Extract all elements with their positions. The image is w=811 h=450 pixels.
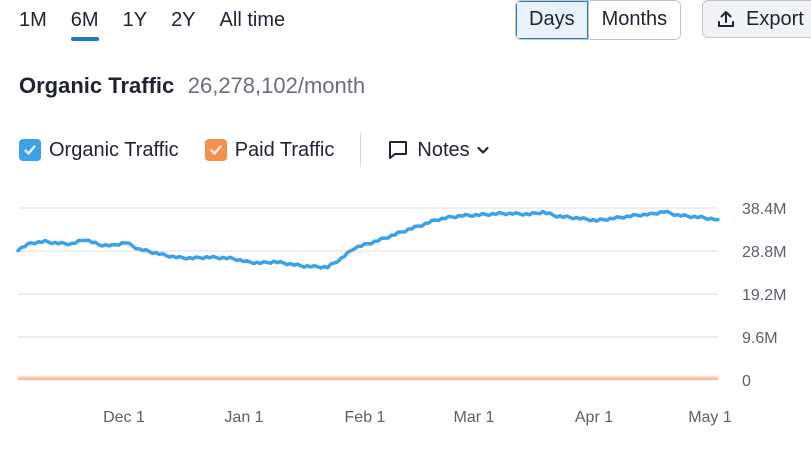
paid-traffic-area bbox=[18, 375, 718, 380]
chevron-down-icon bbox=[477, 146, 489, 154]
days-button[interactable]: Days bbox=[516, 1, 588, 39]
export-label: Export bbox=[746, 7, 804, 30]
x-tick-label: Jan 1 bbox=[224, 409, 263, 426]
months-button[interactable]: Months bbox=[587, 1, 681, 39]
metric-header: Organic Traffic 26,278,102/month bbox=[19, 73, 365, 99]
x-tick-label: Dec 1 bbox=[103, 409, 145, 426]
chart-grid bbox=[18, 207, 718, 381]
range-tab-all-time[interactable]: All time bbox=[219, 9, 286, 31]
granularity-toggle: Days Months bbox=[515, 0, 682, 40]
export-button[interactable]: Export bbox=[702, 0, 811, 38]
legend-divider bbox=[360, 133, 362, 167]
legend-paid-traffic[interactable]: Paid Traffic bbox=[204, 138, 335, 162]
legend: Organic Traffic Paid Traffic Notes bbox=[19, 133, 490, 167]
y-tick-label: 0 bbox=[742, 373, 751, 390]
range-tab-2y[interactable]: 2Y bbox=[171, 9, 196, 31]
legend-organic-traffic[interactable]: Organic Traffic bbox=[19, 139, 179, 162]
notes-dropdown[interactable]: Notes bbox=[387, 139, 489, 162]
legend-organic-label: Organic Traffic bbox=[49, 138, 179, 161]
chart-series bbox=[16, 209, 720, 380]
x-axis: Dec 1 Jan 1 Feb 1 Mar 1 Apr 1 May 1 bbox=[103, 409, 732, 426]
y-tick-label: 38.4M bbox=[742, 201, 786, 218]
organic-checkbox-icon[interactable] bbox=[19, 139, 41, 161]
y-tick-label: 28.8M bbox=[742, 244, 786, 261]
notes-label: Notes bbox=[417, 138, 470, 161]
y-tick-label: 19.2M bbox=[742, 287, 786, 304]
upload-icon bbox=[718, 11, 734, 27]
legend-paid-label: Paid Traffic bbox=[234, 138, 335, 161]
range-tabs: 1M 6M 1Y 2Y All time bbox=[19, 7, 309, 41]
x-tick-label: Apr 1 bbox=[575, 409, 613, 426]
x-tick-label: Feb 1 bbox=[345, 409, 386, 426]
range-tab-1m[interactable]: 1M bbox=[19, 9, 47, 31]
x-tick-label: Mar 1 bbox=[454, 409, 495, 426]
metric-value: 26,278,102/month bbox=[187, 73, 366, 98]
x-tick-label: May 1 bbox=[688, 409, 732, 426]
metric-title: Organic Traffic bbox=[19, 73, 175, 98]
paid-checkbox-icon[interactable] bbox=[204, 139, 227, 161]
y-tick-label: 9.6M bbox=[742, 330, 778, 347]
range-tab-1y[interactable]: 1Y bbox=[122, 9, 148, 31]
comment-icon bbox=[389, 141, 408, 159]
range-tab-6m[interactable]: 6M bbox=[70, 7, 99, 41]
traffic-chart: 38.4M 28.8M 19.2M 9.6M 0 Dec 1 Jan 1 Feb 1 Mar … bbox=[16, 201, 786, 426]
organic-traffic-line bbox=[16, 209, 720, 270]
y-axis: 38.4M 28.8M 19.2M 9.6M 0 bbox=[742, 201, 786, 390]
